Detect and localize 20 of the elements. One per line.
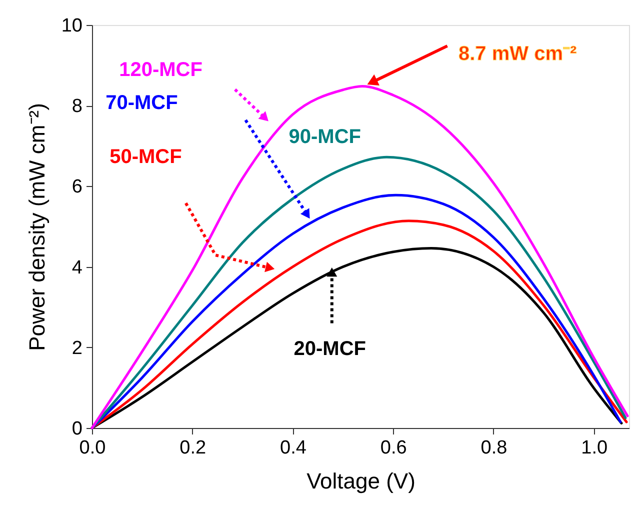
x-tick-label: 0.0	[79, 438, 106, 458]
x-tick-label: 0.6	[380, 438, 407, 458]
y-tick-label: 2	[72, 338, 82, 359]
x-tick-label: 0.2	[180, 438, 206, 458]
x-tick-label: 0.8	[480, 438, 508, 458]
text: 70-MCF	[106, 92, 178, 114]
x-tick-label: 0.4	[280, 438, 307, 458]
text: 120-MCF	[119, 59, 202, 82]
series-label: 20-MCF	[294, 338, 366, 360]
x-axis-title: Voltage (V)	[306, 468, 416, 494]
x-tick-label: 1.0	[581, 438, 608, 458]
text: 50-MCF	[110, 146, 182, 168]
annotation: 8.7 mW cm⁻²	[458, 43, 577, 66]
y-tick-label: 0	[72, 418, 82, 440]
series-label: 90-MCF	[288, 126, 361, 148]
y-tick-label: 6	[72, 176, 82, 198]
y-tick-label: 4	[72, 257, 83, 278]
y-tick-label: 8	[72, 96, 82, 118]
y-axis-title: Power density (mW cm⁻²)	[24, 103, 50, 351]
y-tick-label: 10	[61, 16, 82, 36]
